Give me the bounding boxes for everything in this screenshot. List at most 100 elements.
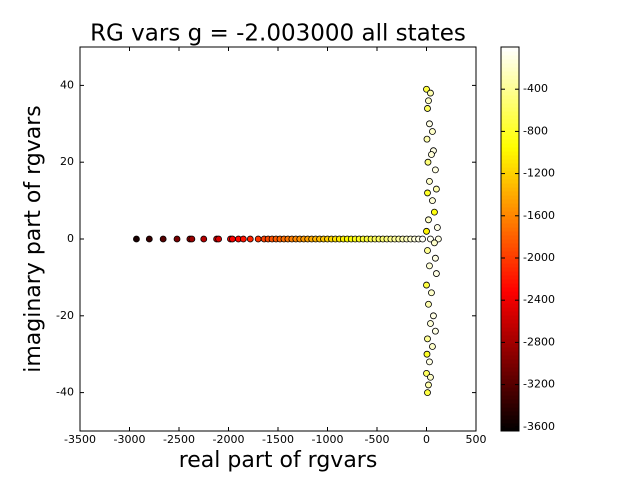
colorbar-segment: [501, 335, 519, 340]
point: [432, 166, 439, 174]
colorbar-segment: [501, 183, 519, 188]
point: [432, 270, 440, 277]
colorbar-segment: [501, 367, 519, 372]
colorbar-segment: [501, 247, 519, 252]
colorbar-segment: [501, 343, 519, 348]
point: [424, 389, 431, 397]
x-tick-label: -3000: [114, 433, 146, 446]
colorbar-segment: [501, 95, 519, 100]
plot-frame: [79, 46, 477, 432]
colorbar-segment: [501, 351, 519, 356]
colorbar-segment: [501, 347, 519, 352]
point: [431, 239, 438, 247]
colorbar-segment: [501, 411, 519, 416]
point: [433, 224, 441, 231]
colorbar-segment: [501, 155, 519, 160]
colorbar-segment: [501, 55, 519, 60]
colorbar-segment: [501, 179, 519, 184]
colorbar-segment: [501, 423, 519, 428]
colorbar-segment: [501, 87, 519, 92]
colorbar-segment: [501, 403, 519, 408]
point: [426, 177, 433, 185]
colorbar-segment: [501, 171, 519, 176]
y-tick-label: -40: [56, 386, 74, 399]
colorbar-segment: [501, 47, 519, 52]
point: [229, 235, 236, 243]
colorbar-segment: [501, 387, 519, 392]
colorbar-tick-label: -2000: [523, 251, 555, 264]
point: [159, 235, 167, 243]
y-tick-label: 40: [60, 78, 74, 91]
point: [424, 247, 431, 254]
colorbar-segment: [501, 307, 519, 312]
point: [424, 105, 431, 112]
colorbar-tick-label: -1600: [523, 209, 555, 222]
point: [145, 235, 153, 243]
colorbar-segment: [501, 199, 519, 204]
colorbar-segment: [501, 67, 519, 72]
colorbar-segment: [501, 191, 519, 196]
colorbar-segment: [501, 267, 519, 272]
colorbar-segment: [501, 363, 519, 368]
colorbar-segment: [501, 323, 519, 328]
point: [423, 135, 431, 143]
point: [428, 289, 435, 297]
colorbar-segment: [501, 331, 519, 336]
point: [430, 312, 437, 320]
colorbar-segment: [501, 151, 519, 156]
point: [246, 235, 254, 243]
chart-title: RG vars g = -2.003000 all states: [90, 21, 466, 47]
colorbar-segment: [501, 419, 519, 424]
colorbar-segment: [501, 275, 519, 280]
colorbar-segment: [501, 211, 519, 216]
point: [432, 327, 439, 335]
colorbar-segment: [501, 399, 519, 404]
point: [429, 197, 436, 205]
point: [424, 158, 432, 166]
colorbar-segment: [501, 375, 519, 380]
colorbar-segment: [501, 159, 519, 164]
colorbar-segment: [501, 163, 519, 168]
colorbar-tick-label: -800: [523, 124, 548, 137]
point: [200, 235, 208, 243]
colorbar-segment: [501, 391, 519, 396]
point: [427, 320, 434, 327]
point: [427, 373, 434, 381]
point: [423, 281, 430, 289]
point: [432, 185, 440, 193]
colorbar-tick-label: -2800: [523, 335, 555, 348]
x-axis-label: real part of rgvars: [179, 448, 378, 473]
colorbar-tick-label: -1200: [523, 167, 555, 180]
colorbar-tick-label: -400: [523, 82, 548, 95]
y-axis-label: imaginary part of rgvars: [21, 105, 46, 373]
colorbar-segment: [501, 243, 519, 248]
point: [426, 262, 433, 270]
colorbar-segment: [501, 219, 519, 224]
point: [429, 343, 436, 350]
colorbar-segment: [501, 287, 519, 292]
colorbar-segment: [501, 123, 519, 128]
point: [429, 128, 436, 135]
point: [419, 235, 426, 243]
x-tick-label: -500: [365, 433, 390, 446]
colorbar-segment: [501, 139, 519, 144]
colorbar-frame: [500, 46, 520, 432]
colorbar-segment: [501, 215, 519, 220]
colorbar-segment: [501, 359, 519, 364]
colorbar-segment: [501, 383, 519, 388]
y-tick-label: 0: [67, 232, 74, 245]
point: [426, 120, 433, 128]
colorbar-segment: [501, 91, 519, 96]
colorbar-segment: [501, 143, 519, 148]
colorbar-segment: [501, 83, 519, 88]
colorbar-segment: [501, 339, 519, 344]
x-tick-label: -2500: [163, 433, 195, 446]
point: [133, 235, 140, 243]
colorbar-segment: [501, 355, 519, 360]
y-tick-label: -20: [56, 309, 74, 322]
colorbar-segment: [501, 103, 519, 108]
point: [424, 189, 431, 197]
colorbar-segment: [501, 127, 519, 132]
colorbar-segment: [501, 279, 519, 284]
point: [215, 235, 223, 243]
